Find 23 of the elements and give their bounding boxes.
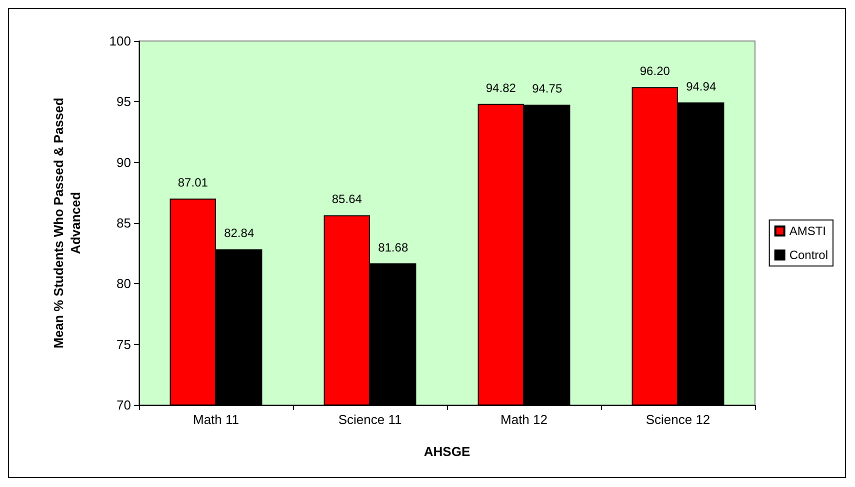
legend-label: Control [789,248,828,262]
y-axis-title: Mean % Students Who Passed & Passed Advanced [51,98,83,348]
legend-label: AMSTI [789,224,826,238]
data-label: 94.75 [532,82,562,96]
y-tick-label: 95 [116,94,131,110]
y-tick-label: 75 [116,336,131,352]
y-tick-label: 80 [116,276,131,292]
data-label: 94.82 [486,80,516,95]
x-tick-label: Science 11 [338,412,402,427]
y-tick-label: 70 [116,398,131,412]
x-tick-label: Math 12 [500,412,548,427]
data-label: 87.01 [178,176,208,190]
x-axis-title: AHSGE [424,444,470,459]
y-tick-label: 85 [116,216,131,230]
x-tick-label: Math 11 [192,412,240,427]
data-label: 94.94 [686,79,716,94]
data-label: 81.68 [378,240,408,254]
data-label: 85.64 [332,192,362,206]
x-tick-label: Science 12 [646,412,710,427]
data-label: 96.20 [640,64,670,78]
data-label: 82.84 [224,226,254,240]
y-tick-label: 100 [109,34,131,48]
y-tick-label: 90 [116,154,131,170]
